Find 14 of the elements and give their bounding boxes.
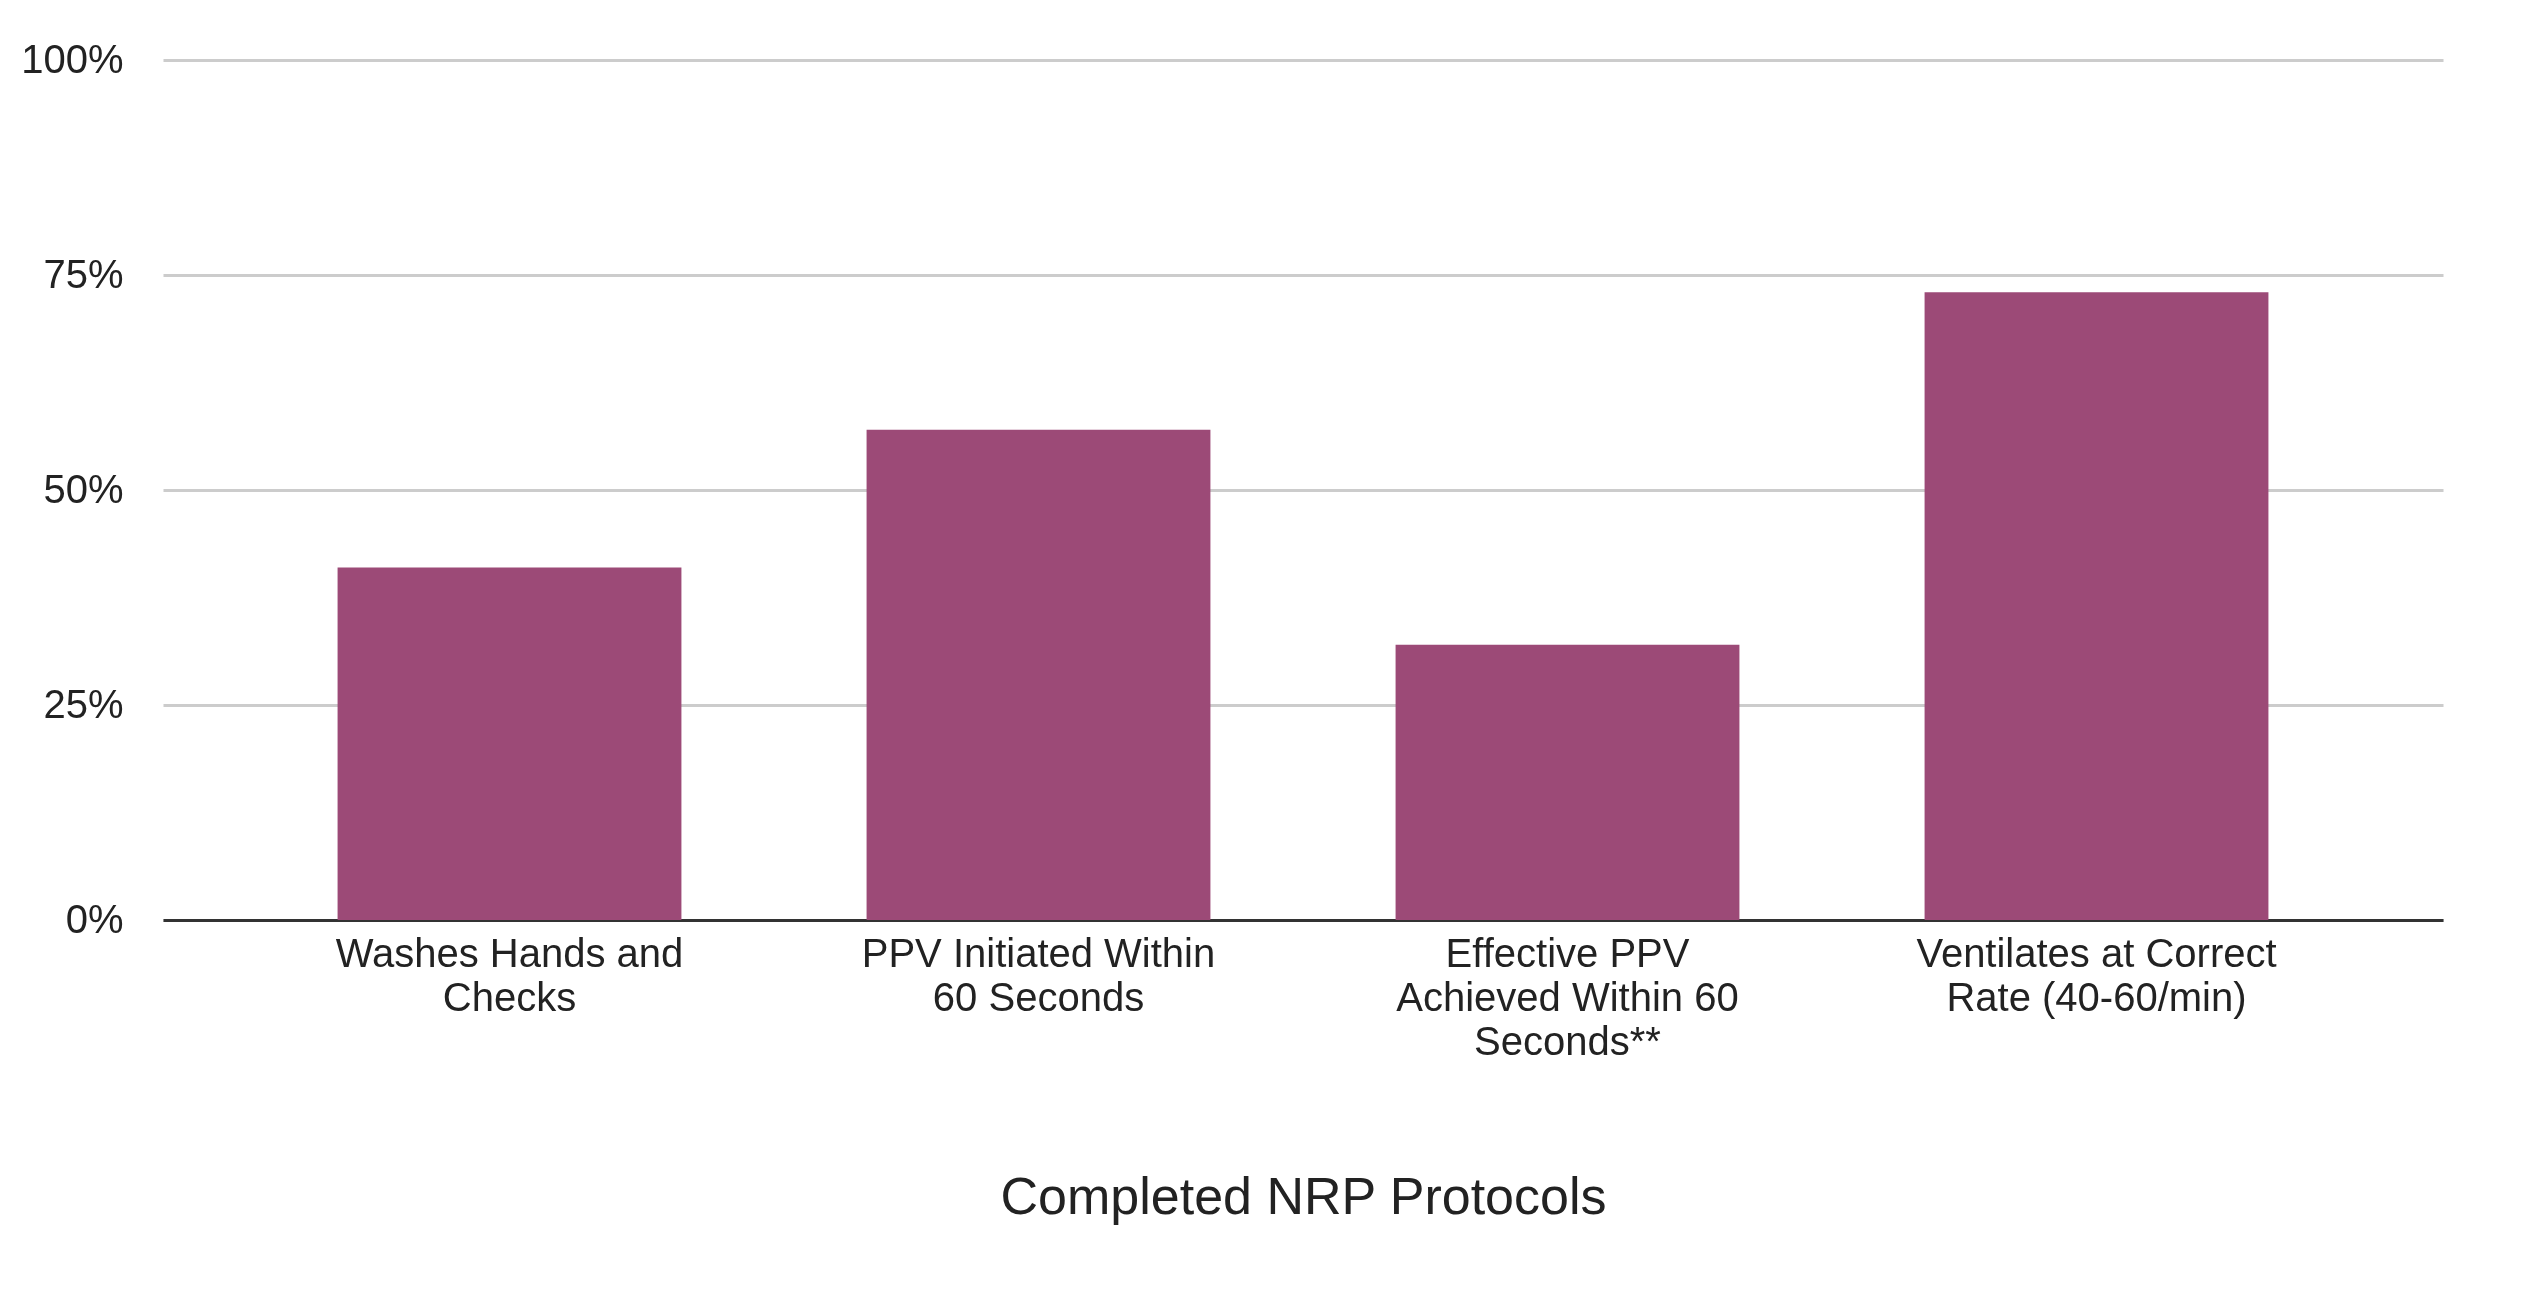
- y-tick-label: 50%: [43, 466, 124, 511]
- x-axis-title: Completed NRP Protocols: [1000, 1166, 1607, 1225]
- y-tick-label: 25%: [43, 681, 124, 726]
- bar: [866, 429, 1211, 920]
- x-tick-label: Washes Hands and Checks: [335, 930, 684, 1019]
- x-tick-label: Effective PPV Achieved Within 60 Seconds**: [1396, 930, 1739, 1063]
- x-tick-label: PPV Initiated Within 60 Seconds: [861, 930, 1216, 1019]
- x-tick-label: Ventilates at Correct Rate (40-60/min): [1916, 930, 2277, 1019]
- bar: [1924, 292, 2269, 920]
- y-tick-label: 100%: [21, 36, 124, 81]
- y-tick-label: 0%: [65, 896, 124, 941]
- y-tick-label: 75%: [43, 251, 124, 296]
- bar: [337, 567, 682, 920]
- bar: [1395, 644, 1740, 920]
